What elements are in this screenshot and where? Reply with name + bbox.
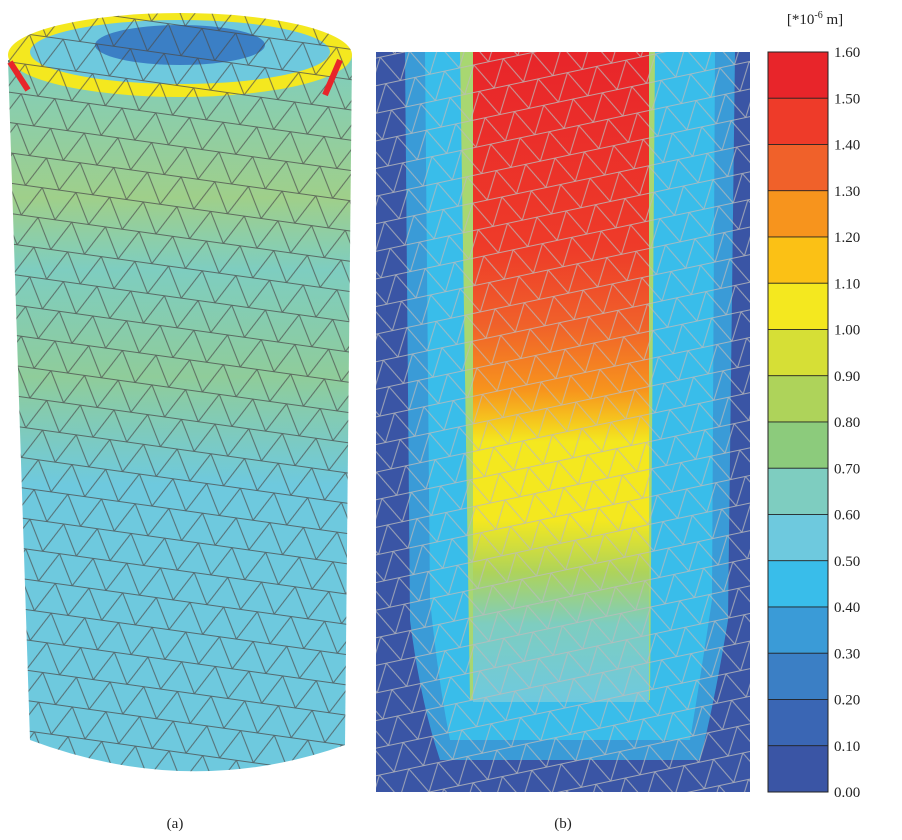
figure: [*10-6 m] 1.60 1.50 1.40 1.30 1.20 1.10 1.00 0.…	[0, 0, 902, 840]
legend-band	[768, 468, 828, 514]
legend-band	[768, 98, 828, 144]
legend-band	[768, 422, 828, 468]
legend-label: 0.70	[834, 461, 860, 477]
legend-band	[768, 607, 828, 653]
legend-band	[768, 191, 828, 237]
legend-label: 0.10	[834, 739, 860, 755]
legend-label: 0.40	[834, 600, 860, 616]
legend-band	[768, 145, 828, 191]
color-legend: [*10-6 m] 1.60 1.50 1.40 1.30 1.20 1.10 1.00 0.…	[768, 10, 860, 801]
legend-label: 0.00	[834, 785, 860, 801]
legend-label: 0.90	[834, 369, 860, 385]
legend-band	[768, 237, 828, 283]
legend-band	[768, 376, 828, 422]
legend-band	[768, 746, 828, 792]
legend-band	[768, 653, 828, 699]
panel-b-image	[376, 52, 750, 792]
legend-label: 0.80	[834, 415, 860, 431]
legend-label: 1.60	[834, 45, 860, 61]
legend-label: 1.30	[834, 184, 860, 200]
legend-unit: [*10-6 m]	[787, 10, 843, 28]
legend-band	[768, 700, 828, 746]
legend-label: 1.50	[834, 91, 860, 107]
legend-label: 1.00	[834, 323, 860, 339]
panel-a-image	[8, 13, 352, 771]
legend-label: 1.40	[834, 138, 860, 154]
figure-canvas: [*10-6 m] 1.60 1.50 1.40 1.30 1.20 1.10 1.00 0.…	[0, 0, 902, 840]
legend-band	[768, 561, 828, 607]
panel-caption: (b)	[554, 816, 572, 832]
legend-band	[768, 283, 828, 329]
legend-band	[768, 515, 828, 561]
legend-band	[768, 52, 828, 98]
legend-label: 1.20	[834, 230, 860, 246]
legend-label: 0.30	[834, 646, 860, 662]
panel-caption: (a)	[167, 816, 184, 832]
legend-label: 1.10	[834, 276, 860, 292]
legend-label: 0.50	[834, 554, 860, 570]
legend-band	[768, 330, 828, 376]
legend-label: 0.20	[834, 693, 860, 709]
legend-label: 0.60	[834, 508, 860, 524]
